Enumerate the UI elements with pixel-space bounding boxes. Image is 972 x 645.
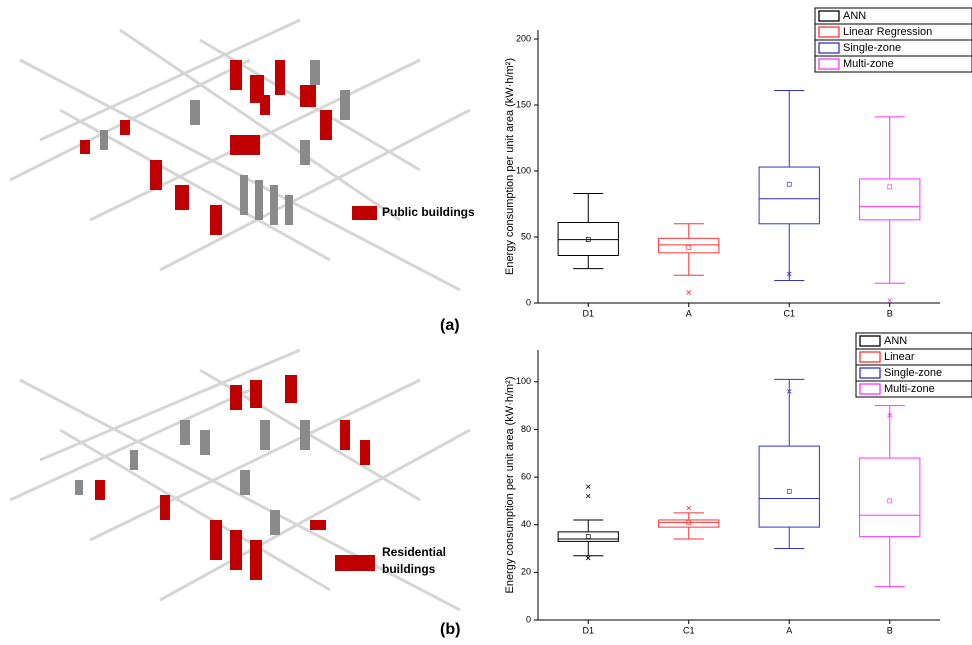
- outlier: [786, 389, 792, 394]
- y-axis-label: Energy consumption per unit area (kW·h/m…: [504, 58, 516, 275]
- box: [859, 178, 921, 221]
- box: [557, 531, 619, 542]
- x-tick-label: A: [786, 625, 792, 635]
- city-render-a: [9, 18, 471, 292]
- y-tick-label: 20: [521, 567, 531, 577]
- box: [859, 457, 921, 538]
- x-tick-label: C1: [783, 308, 795, 318]
- y-tick-label: 50: [521, 231, 531, 241]
- box: [758, 166, 820, 225]
- mean: [585, 534, 591, 539]
- mean: [585, 237, 591, 242]
- box: [758, 445, 820, 528]
- panel-label: (b): [440, 621, 460, 638]
- legend-label: Single-zone: [884, 367, 942, 379]
- legend-swatch: [818, 42, 840, 54]
- legend-swatch: [818, 10, 840, 22]
- outlier: [686, 290, 692, 295]
- mean: [887, 498, 893, 504]
- y-tick-label: 150: [516, 99, 531, 109]
- legend-swatch: [859, 367, 881, 379]
- legend-label: Linear: [884, 351, 915, 363]
- outlier: [686, 505, 692, 511]
- y-tick-label: 100: [516, 376, 531, 386]
- legend-label: Multi-zone: [884, 383, 935, 395]
- y-tick-label: 40: [521, 519, 531, 529]
- legend-box: [855, 380, 972, 398]
- outlier: [786, 271, 792, 277]
- legend-label: Single-zone: [843, 42, 901, 54]
- legend-label: Multi-zone: [843, 58, 894, 70]
- mean: [686, 519, 692, 525]
- y-tick-label: 0: [526, 614, 531, 624]
- y-tick-label: 200: [516, 33, 531, 43]
- x-tick-label: D1: [582, 308, 594, 318]
- x-tick-label: B: [887, 308, 893, 318]
- panel-legend: Residential: [382, 545, 446, 559]
- x-tick-label: D1: [582, 625, 594, 635]
- legend-swatch: [859, 383, 881, 395]
- box: [658, 237, 720, 254]
- x-tick-label: B: [887, 625, 893, 635]
- legend-label: ANN: [843, 10, 866, 22]
- panel-label: (a): [440, 317, 460, 334]
- x-tick-label: C1: [683, 625, 695, 635]
- city-render-b: [9, 348, 471, 612]
- y-tick-label: 80: [521, 424, 531, 434]
- legend-swatch: [818, 58, 840, 70]
- outlier: [585, 555, 591, 561]
- mean: [686, 245, 692, 250]
- mean: [887, 184, 893, 190]
- legend-label: ANN: [884, 335, 907, 347]
- box: [658, 519, 720, 528]
- legend-swatch: [859, 335, 881, 347]
- y-tick-label: 0: [526, 297, 531, 307]
- legend-label: Linear Regression: [843, 26, 932, 38]
- y-tick-label: 60: [521, 471, 531, 481]
- mean: [786, 181, 792, 187]
- legend-box: [814, 55, 972, 73]
- outlier: [585, 493, 591, 499]
- legend-swatch: [859, 351, 881, 363]
- legend-swatch: [335, 555, 375, 571]
- y-axis-label: Energy consumption per unit area (kW·h/m…: [504, 376, 516, 593]
- x-tick-label: A: [686, 308, 692, 318]
- outlier: [887, 298, 893, 303]
- outlier: [887, 412, 893, 418]
- legend-swatch: [818, 26, 840, 38]
- mean: [786, 489, 792, 494]
- y-tick-label: 100: [516, 165, 531, 175]
- outlier: [585, 484, 591, 489]
- box: [557, 221, 619, 256]
- panel-legend: buildings: [382, 562, 436, 576]
- panel-legend: Public buildings: [382, 205, 475, 219]
- legend-swatch: [352, 206, 377, 220]
